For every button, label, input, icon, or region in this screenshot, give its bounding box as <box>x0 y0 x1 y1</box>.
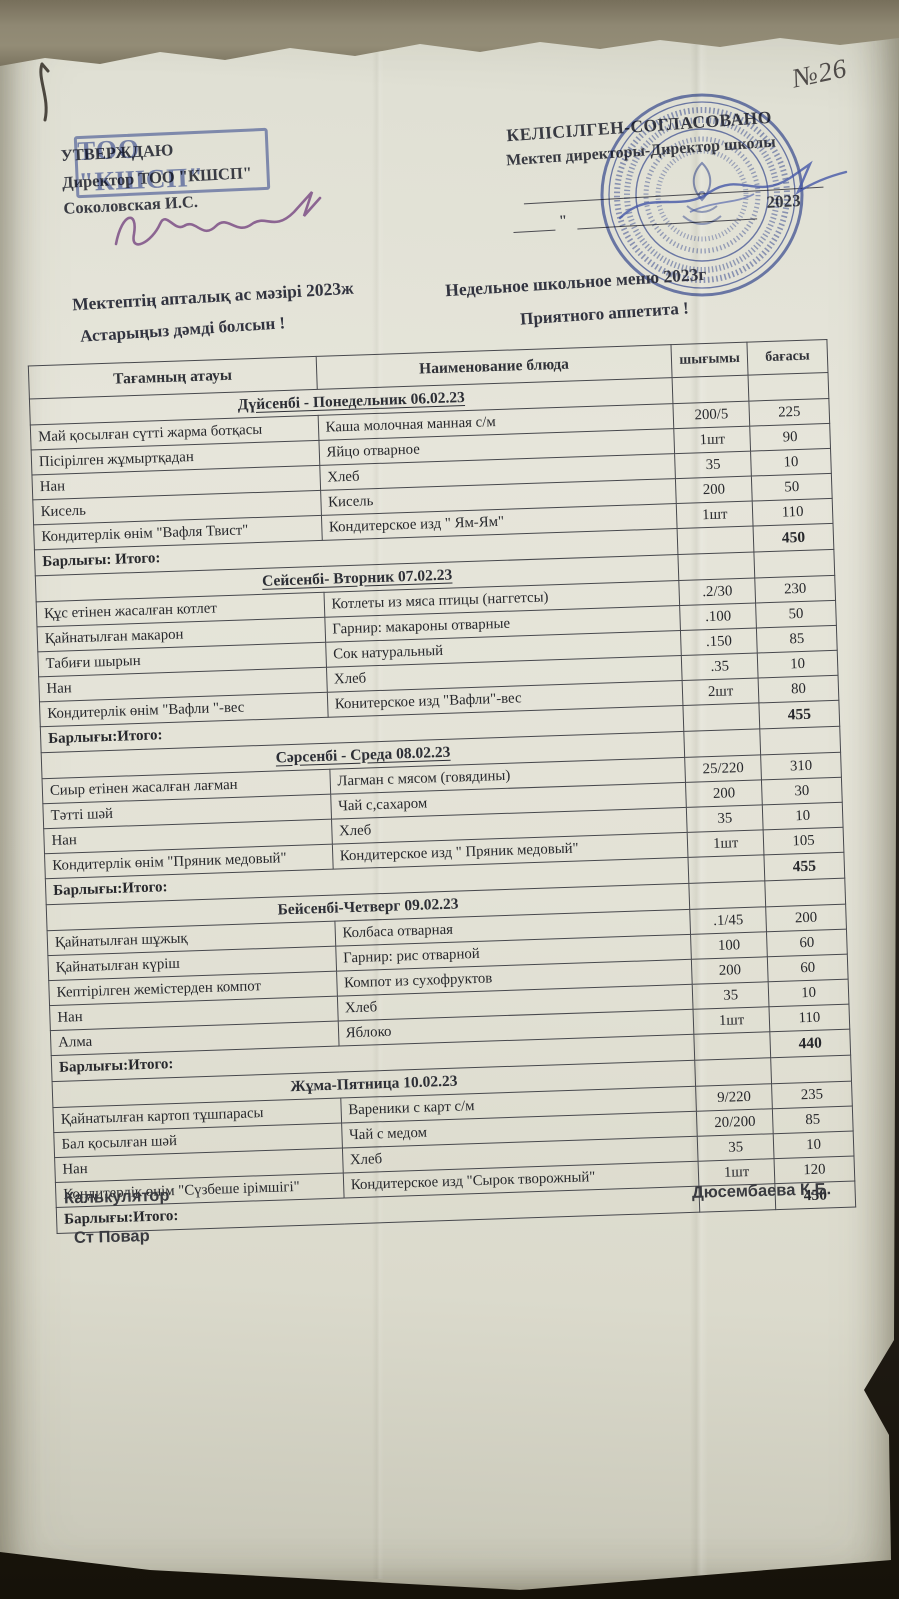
dish-output: 1шт <box>693 1006 770 1035</box>
header-price: бағасы <box>747 339 828 376</box>
menu-subtitle-ru: Приятного аппетита ! <box>519 298 690 329</box>
dish-price: 60 <box>766 929 848 957</box>
dish-output: .150 <box>680 627 758 656</box>
school-round-stamp <box>600 93 804 297</box>
dish-output: 35 <box>697 1133 775 1162</box>
dish-price: 10 <box>773 1131 854 1159</box>
dish-price: 30 <box>761 777 843 805</box>
dish-price: 10 <box>750 448 832 477</box>
day-title-text: Сейсенбі- Вторник 07.02.23 <box>261 566 453 590</box>
dish-price: 230 <box>754 575 836 603</box>
dish-price: 200 <box>765 904 847 932</box>
dish-price: 120 <box>774 1156 855 1184</box>
day-title-text: Жұма-Пятница 10.02.23 <box>290 1072 458 1095</box>
dish-price: 80 <box>758 675 839 703</box>
dish-output: .35 <box>681 652 759 681</box>
day-price-empty <box>759 726 841 755</box>
day-output-empty <box>694 1057 772 1087</box>
dish-output: 35 <box>674 451 752 479</box>
dish-price: 50 <box>755 600 837 628</box>
dish-price: 10 <box>762 802 844 830</box>
total-output-empty <box>683 702 760 732</box>
dish-price: 225 <box>748 398 830 427</box>
total-output-empty <box>694 1031 771 1061</box>
day-output-empty <box>684 728 761 758</box>
dish-output: 1шт <box>687 829 765 858</box>
director-signature <box>114 191 322 246</box>
dish-price: 60 <box>767 954 849 982</box>
dish-price: 50 <box>751 473 833 502</box>
dish-price: 110 <box>752 498 833 527</box>
dish-output: .2/30 <box>679 578 756 606</box>
total-value: 455 <box>764 852 845 881</box>
day-price-empty <box>764 878 846 907</box>
total-output-empty <box>688 854 765 884</box>
day-price-empty <box>748 372 829 402</box>
day-output-empty <box>689 880 766 910</box>
dish-price: 105 <box>763 827 844 855</box>
dish-price: 310 <box>760 752 842 780</box>
dish-output: 100 <box>690 931 768 960</box>
menu-title-kk: Мектептің апталық ас мәзірі 2023ж <box>71 277 355 315</box>
dish-price: 10 <box>757 650 839 678</box>
day-price-empty <box>753 549 835 579</box>
header-output: шығымы <box>671 342 749 378</box>
dish-output: .100 <box>679 602 757 631</box>
dish-output: 9/220 <box>695 1083 773 1112</box>
calculator-label: Калькулятор <box>63 1186 170 1208</box>
day-title-text: Сәрсенбі - Среда 08.02.23 <box>275 743 451 766</box>
day-title-text: Дүйсенбі - Понедельник 06.02.23 <box>237 388 466 414</box>
total-output-empty <box>677 526 754 555</box>
menu-table: Тағамның атауы Наименование блюда шығымы… <box>28 339 856 1234</box>
dish-output: 200 <box>691 956 769 985</box>
dish-price: 85 <box>772 1106 854 1134</box>
dish-output: 1шт <box>673 426 751 454</box>
day-output-empty <box>678 552 755 581</box>
dish-output: 35 <box>686 804 764 833</box>
dish-output: 20/200 <box>696 1108 774 1137</box>
dish-output: 2шт <box>682 677 759 706</box>
dish-output: 200/5 <box>673 401 750 429</box>
senior-cook-label: Ст Повар <box>73 1227 150 1247</box>
day-output-empty <box>672 375 749 404</box>
dish-output: 35 <box>692 981 770 1010</box>
total-value: 450 <box>753 523 834 553</box>
total-value: 455 <box>758 700 840 729</box>
dish-price: 90 <box>749 423 831 452</box>
dish-output: 200 <box>685 779 763 808</box>
dish-price: 85 <box>756 625 838 653</box>
day-title-text: Бейсенбі-Четверг 09.02.23 <box>277 895 459 919</box>
dish-output: 200 <box>675 476 753 504</box>
dish-price: 235 <box>771 1081 853 1109</box>
dish-price: 110 <box>769 1004 850 1032</box>
dish-price: 10 <box>768 979 849 1007</box>
day-price-empty <box>770 1055 852 1084</box>
dish-output: 1шт <box>676 501 754 529</box>
pen-scratch-mark <box>39 62 50 122</box>
menu-subtitle-kk: Астарыңыз дәмді болсын ! <box>79 313 286 346</box>
total-value: 440 <box>769 1029 851 1058</box>
responsible-name: Дюсембаева К.Б. <box>691 1180 832 1202</box>
stamp-signature <box>618 160 848 220</box>
menu-table-body: Дүйсенбі - Понедельник 06.02.23 Май қосыл… <box>29 372 856 1234</box>
dish-output: .1/45 <box>689 906 767 935</box>
dish-output: 25/220 <box>684 754 762 783</box>
